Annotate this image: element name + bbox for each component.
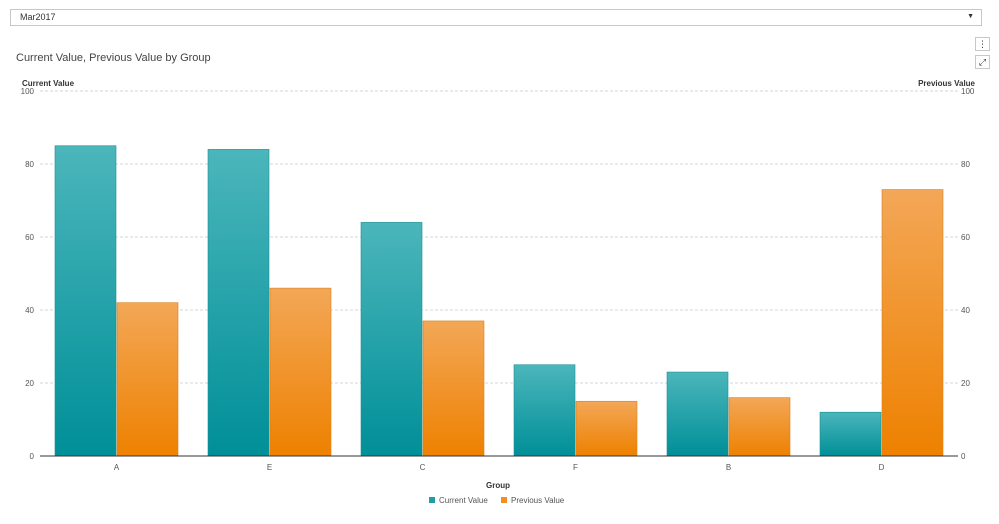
bar-previous-C[interactable]: [422, 320, 485, 457]
legend-swatch-current: [429, 497, 435, 503]
legend-label-current[interactable]: Current Value: [439, 496, 488, 505]
y-tick-label-right: 0: [961, 452, 966, 461]
y-tick-label-right: 60: [961, 233, 970, 242]
bar-previous-A[interactable]: [116, 302, 179, 457]
y-tick-label-left: 0: [30, 452, 35, 461]
x-tick-label: E: [267, 463, 272, 472]
period-dropdown[interactable]: Mar2017 ▼: [10, 9, 982, 26]
y-tick-label-left: 80: [25, 160, 34, 169]
legend-swatch-previous: [501, 497, 507, 503]
bar-previous-D[interactable]: [881, 189, 944, 457]
bar-current-B[interactable]: [666, 371, 729, 457]
y-axis-title-left: Current Value: [22, 79, 75, 88]
y-tick-label-left: 60: [25, 233, 34, 242]
x-tick-label: F: [573, 463, 578, 472]
bar-current-D[interactable]: [819, 411, 882, 457]
bar-current-E[interactable]: [207, 149, 270, 457]
y-tick-label-left: 40: [25, 306, 34, 315]
legend-label-previous[interactable]: Previous Value: [511, 496, 565, 505]
y-tick-label-right: 20: [961, 379, 970, 388]
chevron-down-icon: ▼: [967, 13, 974, 20]
y-tick-label-right: 40: [961, 306, 970, 315]
chart-title: Current Value, Previous Value by Group: [16, 52, 211, 64]
x-tick-label: B: [726, 463, 731, 472]
y-tick-label-right: 100: [961, 87, 975, 96]
bar-current-F[interactable]: [513, 364, 576, 457]
legend: Current Value Previous Value: [429, 496, 565, 505]
period-dropdown-value: Mar2017: [20, 12, 56, 22]
bar-previous-F[interactable]: [575, 400, 638, 457]
bar-previous-B[interactable]: [728, 397, 791, 457]
x-tick-label: A: [114, 463, 120, 472]
more-options-button[interactable]: ⋮: [975, 37, 990, 51]
bar-previous-E[interactable]: [269, 287, 332, 457]
y-tick-label-left: 20: [25, 379, 34, 388]
x-tick-label: C: [420, 463, 426, 472]
y-axis-title-right: Previous Value: [918, 79, 975, 88]
expand-icon: ⤢: [978, 57, 987, 67]
y-tick-label-right: 80: [961, 160, 970, 169]
bar-current-A[interactable]: [54, 145, 117, 457]
bar-current-C[interactable]: [360, 222, 423, 457]
x-tick-label: D: [879, 463, 885, 472]
vertical-ellipsis-icon: ⋮: [978, 39, 987, 49]
x-axis-title: Group: [486, 481, 510, 490]
y-tick-label-left: 100: [21, 87, 35, 96]
maximize-button[interactable]: ⤢: [975, 55, 990, 69]
